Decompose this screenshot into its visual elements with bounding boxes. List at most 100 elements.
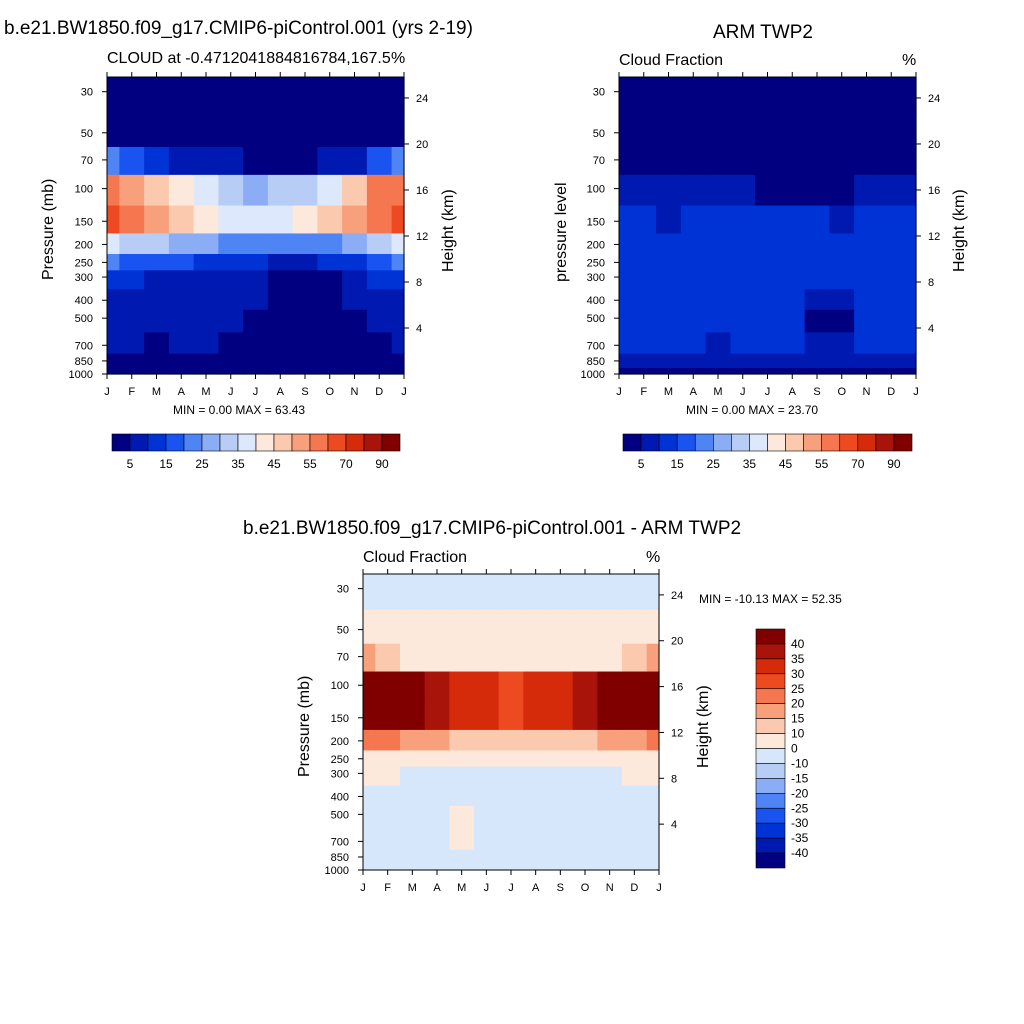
data-cell <box>107 146 120 175</box>
x-tick-label: M <box>457 882 466 894</box>
data-cell <box>622 805 648 829</box>
x-tick-label: F <box>640 386 647 398</box>
data-cell <box>449 643 475 672</box>
data-cell <box>619 367 632 375</box>
data-cell <box>449 749 475 767</box>
data-cell <box>342 112 368 147</box>
data-cell <box>597 670 623 703</box>
data-cell <box>292 174 318 206</box>
y-tick-label: 30 <box>337 584 349 596</box>
data-cell <box>498 749 524 767</box>
panel2-subtitle-right: % <box>902 52 917 69</box>
data-cell <box>292 232 318 255</box>
data-cell <box>597 729 623 751</box>
data-cell <box>829 77 855 113</box>
data-cell <box>622 749 648 767</box>
x-tick-label: A <box>789 386 797 398</box>
data-cell <box>375 766 401 786</box>
data-cell <box>755 253 781 271</box>
data-cell <box>656 146 682 175</box>
colorbar-swatch <box>183 433 203 452</box>
data-cell <box>680 288 707 310</box>
data-cell <box>646 643 660 672</box>
data-cell <box>646 609 660 644</box>
data-cell <box>119 367 145 375</box>
data-cell <box>168 112 195 147</box>
data-cell <box>572 609 598 644</box>
colorbar-swatch <box>755 673 786 690</box>
data-cell <box>622 701 648 730</box>
data-cell <box>572 701 598 730</box>
data-cell <box>804 269 830 290</box>
data-cell <box>474 643 500 672</box>
data-cell <box>730 288 756 310</box>
data-cell <box>755 288 781 310</box>
data-cell <box>619 146 632 175</box>
data-cell <box>292 309 318 333</box>
data-cell <box>523 863 549 871</box>
data-cell <box>903 204 917 234</box>
y-tick-label: 70 <box>81 155 93 167</box>
data-cell <box>619 353 632 369</box>
data-cell <box>144 146 170 175</box>
data-cell <box>705 174 731 206</box>
colorbar-swatch <box>111 433 131 452</box>
data-cell <box>400 849 426 865</box>
data-cell <box>705 253 731 271</box>
data-cell <box>267 146 294 175</box>
data-cell <box>474 749 500 767</box>
data-cell <box>375 670 401 703</box>
colorbar-label: -30 <box>791 816 809 830</box>
data-cell <box>804 146 830 175</box>
data-cell <box>878 146 905 175</box>
data-cell <box>572 827 598 850</box>
data-cell <box>449 701 475 730</box>
data-cell <box>366 77 393 113</box>
y2-tick-label: 8 <box>928 277 934 289</box>
data-cell <box>400 729 426 751</box>
data-cell <box>424 643 450 672</box>
data-cell <box>878 353 905 369</box>
data-cell <box>317 253 343 271</box>
data-cell <box>829 269 855 290</box>
colorbar-label: -10 <box>791 756 809 770</box>
data-cell <box>363 670 376 703</box>
data-cell <box>631 232 657 255</box>
panel1-plot-cells <box>107 77 405 375</box>
data-cell <box>449 805 475 829</box>
data-cell <box>779 204 806 234</box>
x-tick-label: F <box>384 882 391 894</box>
colorbar-label: 25 <box>707 457 721 471</box>
x-tick-label: N <box>606 882 614 894</box>
data-cell <box>107 174 120 206</box>
y-tick-label: 700 <box>331 836 349 848</box>
data-cell <box>903 174 917 206</box>
data-cell <box>572 729 598 751</box>
data-cell <box>779 112 806 147</box>
data-cell <box>168 367 195 375</box>
x-tick-label: J <box>765 386 771 398</box>
data-cell <box>474 766 500 786</box>
data-cell <box>317 309 343 333</box>
x-tick-label: A <box>690 386 698 398</box>
data-cell <box>730 253 756 271</box>
data-cell <box>903 112 917 147</box>
data-cell <box>168 331 195 354</box>
data-cell <box>400 805 426 829</box>
panel3-title: b.e21.BW1850.f09_g17.CMIP6-piControl.001… <box>243 518 742 539</box>
data-cell <box>474 827 500 850</box>
data-cell <box>317 288 343 310</box>
data-cell <box>755 112 781 147</box>
data-cell <box>375 827 401 850</box>
colorbar-swatch <box>755 807 786 824</box>
data-cell <box>878 309 905 333</box>
data-cell <box>730 174 756 206</box>
colorbar-swatch <box>165 433 185 452</box>
y-tick-label: 50 <box>337 625 349 637</box>
data-cell <box>622 784 648 807</box>
data-cell <box>193 204 219 234</box>
y-tick-label: 400 <box>587 295 605 307</box>
data-cell <box>878 112 905 147</box>
data-cell <box>829 174 855 206</box>
data-cell <box>243 146 269 175</box>
